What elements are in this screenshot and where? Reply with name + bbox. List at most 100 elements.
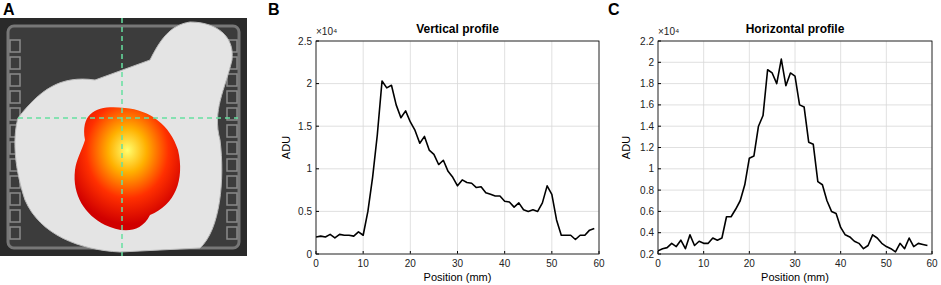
image-panel: A: [0, 1, 247, 256]
tick-label: 50: [881, 258, 893, 269]
tick: [658, 83, 661, 84]
tick-label: 50: [546, 258, 558, 269]
tick-label: 60: [926, 258, 938, 269]
tick-label: 0.4: [640, 227, 654, 238]
tick: [658, 62, 661, 63]
tray-cell: [10, 57, 20, 69]
tick: [316, 168, 319, 169]
grid-line: [504, 41, 505, 254]
tick: [658, 211, 661, 212]
tick-label: 2.2: [640, 36, 654, 47]
plot-frame: [316, 41, 599, 254]
title: Vertical profile: [416, 22, 499, 36]
chart: BVertical profile010203040506000.511.522…: [268, 1, 605, 283]
tick-label: 0: [655, 258, 661, 269]
tick-label: 1.4: [640, 121, 654, 132]
horizontal-profile-line: [18, 117, 238, 119]
tick: [316, 211, 319, 212]
grid-line: [658, 147, 932, 148]
grid-line: [363, 41, 364, 254]
tick-label: 1: [648, 163, 654, 174]
tick-label: 20: [405, 258, 417, 269]
tick: [795, 251, 796, 254]
tick-label: 0: [313, 258, 319, 269]
tick: [316, 126, 319, 127]
tick-label: 60: [593, 258, 605, 269]
tick-label: 40: [835, 258, 847, 269]
tick-label: 2: [648, 57, 654, 68]
grid-line: [316, 211, 599, 212]
tray-cell: [227, 193, 237, 205]
tick: [316, 83, 319, 84]
tray-cell: [227, 210, 237, 222]
heatmap: [75, 107, 181, 230]
data-group: [658, 59, 927, 252]
grid-line: [658, 104, 932, 105]
grid-line: [658, 83, 932, 84]
panel-label: C: [608, 1, 620, 18]
x-axis-label: Position (mm): [761, 271, 829, 283]
tick-label: 1.5: [298, 121, 312, 132]
tray-cell: [10, 40, 20, 52]
tick-label: 40: [499, 258, 511, 269]
tray-cell: [227, 74, 237, 86]
tick: [551, 251, 552, 254]
tray-cell: [227, 176, 237, 188]
tissue: [15, 22, 232, 252]
grid-line: [457, 41, 458, 254]
grid-line: [316, 168, 599, 169]
tick: [410, 251, 411, 254]
tick: [703, 251, 704, 254]
plot-frame: [658, 41, 932, 254]
tray-cell: [10, 74, 20, 86]
tray-cell: [227, 142, 237, 154]
tray-cell: [227, 159, 237, 171]
tick-label: 0.2: [640, 249, 654, 260]
tick-label: 10: [358, 258, 370, 269]
tick: [886, 251, 887, 254]
grid-line: [658, 232, 932, 233]
tray-cell: [227, 91, 237, 103]
tick: [658, 190, 661, 191]
tick-label: 0.5: [298, 206, 312, 217]
tick-label: 1.8: [640, 78, 654, 89]
grid-line: [658, 190, 932, 191]
tick-label: 0.8: [640, 185, 654, 196]
tick: [504, 251, 505, 254]
tray-cell: [227, 125, 237, 137]
figure: ABVertical profile010203040506000.511.52…: [0, 0, 941, 285]
tray-cell: [227, 227, 237, 239]
x-axis-label: Position (mm): [424, 271, 492, 283]
tick-label: 1.6: [640, 99, 654, 110]
tick: [658, 126, 661, 127]
grid-line: [410, 41, 411, 254]
axis-multiplier: ×10⁴: [316, 26, 337, 37]
tick: [749, 251, 750, 254]
grid-line: [658, 211, 932, 212]
grid-line: [658, 168, 932, 169]
data-group: [316, 81, 594, 239]
tick-label: 30: [789, 258, 801, 269]
tick: [658, 104, 661, 105]
tick-label: 1: [306, 163, 312, 174]
tray-cell: [10, 227, 20, 239]
panel-label: A: [3, 1, 15, 18]
grid-line: [316, 126, 599, 127]
profile-line: [316, 81, 594, 239]
y-axis-label: ADU: [280, 136, 292, 159]
grid-line: [658, 126, 932, 127]
tick-label: 0.6: [640, 206, 654, 217]
tick-label: 0: [306, 249, 312, 260]
panel-label: B: [268, 1, 280, 18]
photo-background: [0, 18, 247, 256]
tray-cell: [10, 193, 20, 205]
tick-label: 30: [452, 258, 464, 269]
tick: [658, 168, 661, 169]
tick-label: 20: [744, 258, 756, 269]
grid-line: [658, 62, 932, 63]
tray-cell: [10, 91, 20, 103]
grid-line: [551, 41, 552, 254]
tick: [363, 251, 364, 254]
profile-line: [658, 59, 927, 252]
y-axis-label: ADU: [620, 136, 632, 159]
